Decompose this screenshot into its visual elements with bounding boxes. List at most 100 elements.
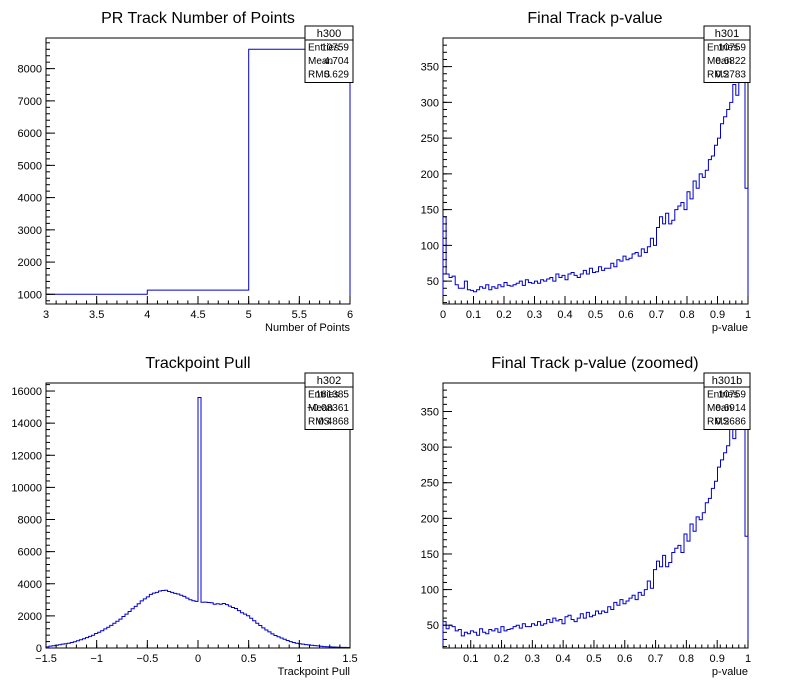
y-tick-label: 10000 [11, 482, 42, 494]
stats-label-rms: RMS [308, 417, 331, 428]
y-tick-label: 300 [421, 442, 439, 454]
x-tick-label: 0.1 [463, 653, 478, 665]
y-tick-label: 100 [421, 585, 439, 597]
x-tick-label: 0.8 [679, 309, 694, 321]
stats-value-rms: 0.629 [324, 70, 349, 81]
y-tick-label: 350 [421, 62, 439, 74]
y-tick-label: 300 [421, 97, 439, 109]
x-axis-label: Trackpoint Pull [278, 666, 350, 678]
stats-label-entries: Entries [308, 43, 339, 54]
stats-value-entries: 10759 [718, 390, 746, 401]
x-tick-label: 1 [296, 653, 302, 665]
x-tick-label: 1.5 [342, 653, 357, 665]
x-tick-label: −1 [90, 653, 103, 665]
chart-title: PR Track Number of Points [101, 10, 295, 27]
y-tick-label: 150 [421, 549, 439, 561]
x-tick-label: 0.6 [617, 653, 632, 665]
y-tick-label: 50 [427, 620, 439, 632]
chart-title: Final Track p-value [527, 10, 662, 27]
x-tick-label: 0.9 [710, 653, 725, 665]
stats-histogram-name: h302 [317, 375, 341, 387]
y-tick-label: 250 [421, 478, 439, 490]
y-tick-label: 3000 [18, 225, 42, 237]
y-tick-label: 8000 [18, 64, 42, 76]
plot-frame [442, 382, 749, 649]
y-tick-label: 200 [421, 513, 439, 525]
x-tick-label: 0.3 [527, 309, 542, 321]
x-tick-label: 3 [43, 309, 49, 321]
x-tick-label: 1 [745, 309, 751, 321]
x-tick-label: 3.5 [89, 309, 104, 321]
y-tick-label: 6000 [18, 547, 42, 559]
stats-value-entries: 10759 [321, 43, 349, 54]
x-tick-label: 0.2 [496, 309, 511, 321]
x-axis-label: p-value [712, 666, 748, 678]
y-tick-label: 200 [421, 169, 439, 181]
stats-label-entries: Entries [308, 390, 339, 401]
histogram-panel-3: Trackpoint Pull −1.5 −1 −0.5 0 0.5 1 1.5 0 2000 40… [11, 355, 357, 678]
stats-value-rms: 0.4868 [318, 417, 349, 428]
y-tick-label: 1000 [18, 289, 42, 301]
y-tick-label: 0 [36, 643, 42, 655]
x-tick-label: 0.4 [557, 309, 572, 321]
stats-label-rms: RMS [707, 417, 730, 428]
stats-value-mean: 4.704 [324, 56, 349, 67]
stats-value-rms: 0.2686 [715, 417, 746, 428]
x-tick-label: 0.7 [648, 653, 663, 665]
y-tick-label: 4000 [18, 193, 42, 205]
stats-label-rms: RMS [707, 70, 730, 81]
stats-histogram-name: h300 [317, 28, 341, 40]
y-tick-label: 2000 [18, 257, 42, 269]
x-tick-label: −1.5 [35, 653, 57, 665]
x-tick-label: 0.2 [494, 653, 509, 665]
x-tick-label: 0.4 [556, 653, 571, 665]
stats-label-entries: Entries [707, 43, 738, 54]
x-tick-label: 0 [195, 653, 201, 665]
y-tick-label: 350 [421, 406, 439, 418]
x-tick-label: 4 [144, 309, 150, 321]
x-tick-label: 0.6 [618, 309, 633, 321]
y-tick-label: 2000 [18, 611, 42, 623]
histogram-line [45, 48, 351, 304]
stats-value-mean: 0.6914 [715, 403, 746, 414]
histogram-panel-4: Final Track p-value (zoomed) 0.1 0.2 0.3 0.4… [421, 355, 751, 678]
stats-label-mean: Mean [707, 403, 732, 414]
x-tick-label: −0.5 [136, 653, 158, 665]
stats-box-frame [304, 372, 354, 430]
histogram-line [442, 403, 749, 648]
stats-box-frame [703, 25, 751, 83]
y-tick-label: 12000 [11, 450, 42, 462]
y-tick-label: 5000 [18, 160, 42, 172]
x-tick-label: 0 [440, 309, 446, 321]
chart-title: Trackpoint Pull [145, 355, 250, 372]
histogram-line [442, 66, 749, 304]
histogram-line [45, 397, 351, 648]
x-tick-label: 0.9 [710, 309, 725, 321]
stats-label-entries: Entries [707, 390, 738, 401]
y-tick-label: 7000 [18, 96, 42, 108]
chart-title: Final Track p-value (zoomed) [491, 355, 698, 372]
x-tick-label: 0.5 [586, 653, 601, 665]
stats-label-mean: Mean [308, 56, 333, 67]
stats-histogram-name: h301b [712, 375, 743, 387]
stats-label-rms: RMS [308, 70, 331, 81]
y-tick-label: 14000 [11, 418, 42, 430]
stats-label-mean: Mean [707, 56, 732, 67]
y-tick-label: 100 [421, 240, 439, 252]
x-tick-label: 6 [347, 309, 353, 321]
y-tick-label: 150 [421, 205, 439, 217]
y-tick-label: 8000 [18, 515, 42, 527]
stats-label-mean: Mean [308, 403, 333, 414]
x-axis-label: p-value [712, 322, 748, 334]
stats-histogram-name: h301 [715, 28, 739, 40]
x-tick-label: 4.5 [190, 309, 205, 321]
x-tick-label: 5.5 [292, 309, 307, 321]
x-tick-label: 0.5 [588, 309, 603, 321]
stats-value-rms: 0.2783 [715, 70, 746, 81]
x-tick-label: 0.7 [649, 309, 664, 321]
stats-box-frame [304, 25, 354, 83]
y-tick-label: 16000 [11, 386, 42, 398]
plot-frame [442, 37, 749, 305]
